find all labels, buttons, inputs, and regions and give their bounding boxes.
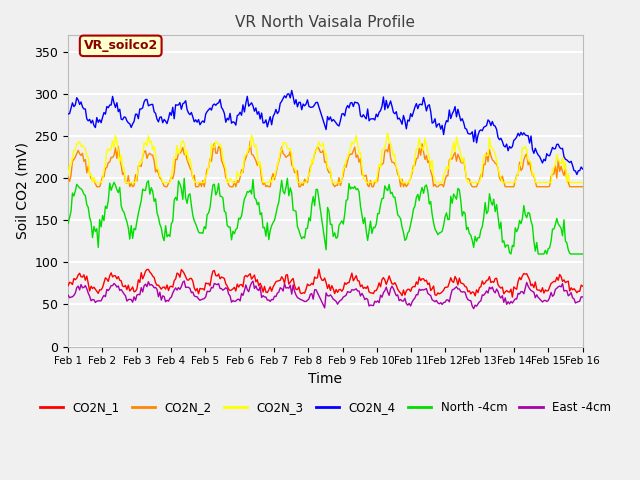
Legend: CO2N_1, CO2N_2, CO2N_3, CO2N_4, North -4cm, East -4cm: CO2N_1, CO2N_2, CO2N_3, CO2N_4, North -4…: [35, 396, 616, 419]
Title: VR North Vaisala Profile: VR North Vaisala Profile: [236, 15, 415, 30]
X-axis label: Time: Time: [308, 372, 342, 386]
Text: VR_soilco2: VR_soilco2: [84, 39, 158, 52]
Y-axis label: Soil CO2 (mV): Soil CO2 (mV): [15, 143, 29, 240]
